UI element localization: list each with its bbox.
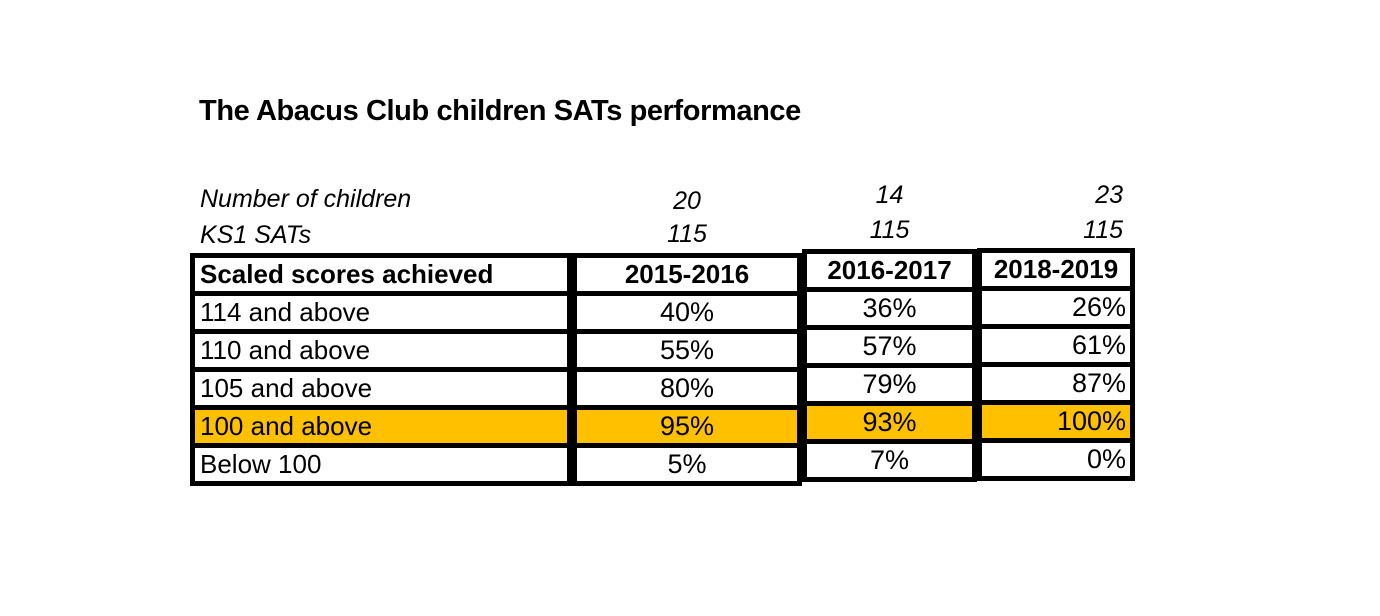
value-cell: 40% bbox=[577, 296, 797, 329]
row-label-cell: 110 and above bbox=[195, 334, 567, 367]
value-cell: 7% bbox=[807, 444, 972, 477]
meta-value-children-2015-2016: 20 bbox=[673, 187, 701, 215]
value-cell: 95% bbox=[577, 410, 797, 443]
table-column: 2015-2016 40% 55% 80% 95% 5% bbox=[572, 253, 802, 486]
value-cell: 80% bbox=[577, 372, 797, 405]
table-column: 2016-2017 36% 57% 79% 93% 7% bbox=[802, 249, 977, 482]
row-label-cell: Below 100 bbox=[195, 448, 567, 481]
value-cell: 0% bbox=[982, 443, 1130, 476]
value-cell: 55% bbox=[577, 334, 797, 367]
column-header-cell: 2018-2019 bbox=[982, 253, 1130, 286]
value-cell: 93% bbox=[807, 406, 972, 439]
value-cell: 5% bbox=[577, 448, 797, 481]
table-column: 2018-2019 26% 61% 87% 100% 0% bbox=[977, 248, 1135, 481]
column-header-cell: 2015-2016 bbox=[577, 258, 797, 291]
column-header-cell: Scaled scores achieved bbox=[195, 258, 567, 291]
meta-label-ks1-sats: KS1 SATs bbox=[200, 221, 312, 249]
meta-value-children-2018-2019: 23 bbox=[1095, 181, 1123, 209]
value-cell: 79% bbox=[807, 368, 972, 401]
meta-value-ks1-2015-2016: 115 bbox=[667, 220, 707, 248]
column-header-cell: 2016-2017 bbox=[807, 254, 972, 287]
page-title: The Abacus Club children SATs performanc… bbox=[199, 95, 801, 127]
value-cell: 87% bbox=[982, 367, 1130, 400]
row-label-cell: 100 and above bbox=[195, 410, 567, 443]
meta-value-children-2016-2017: 14 bbox=[875, 181, 904, 209]
value-cell: 100% bbox=[982, 405, 1130, 438]
meta-label-number-of-children: Number of children bbox=[200, 185, 412, 213]
table-column: Scaled scores achieved 114 and above 110 a… bbox=[190, 253, 572, 486]
value-cell: 26% bbox=[982, 291, 1130, 324]
meta-value-ks1-2016-2017: 115 bbox=[869, 216, 910, 244]
value-cell: 36% bbox=[807, 292, 972, 325]
value-cell: 61% bbox=[982, 329, 1130, 362]
meta-value-ks1-2018-2019: 115 bbox=[1083, 216, 1123, 244]
value-cell: 57% bbox=[807, 330, 972, 363]
row-label-cell: 105 and above bbox=[195, 372, 567, 405]
row-label-cell: 114 and above bbox=[195, 296, 567, 329]
